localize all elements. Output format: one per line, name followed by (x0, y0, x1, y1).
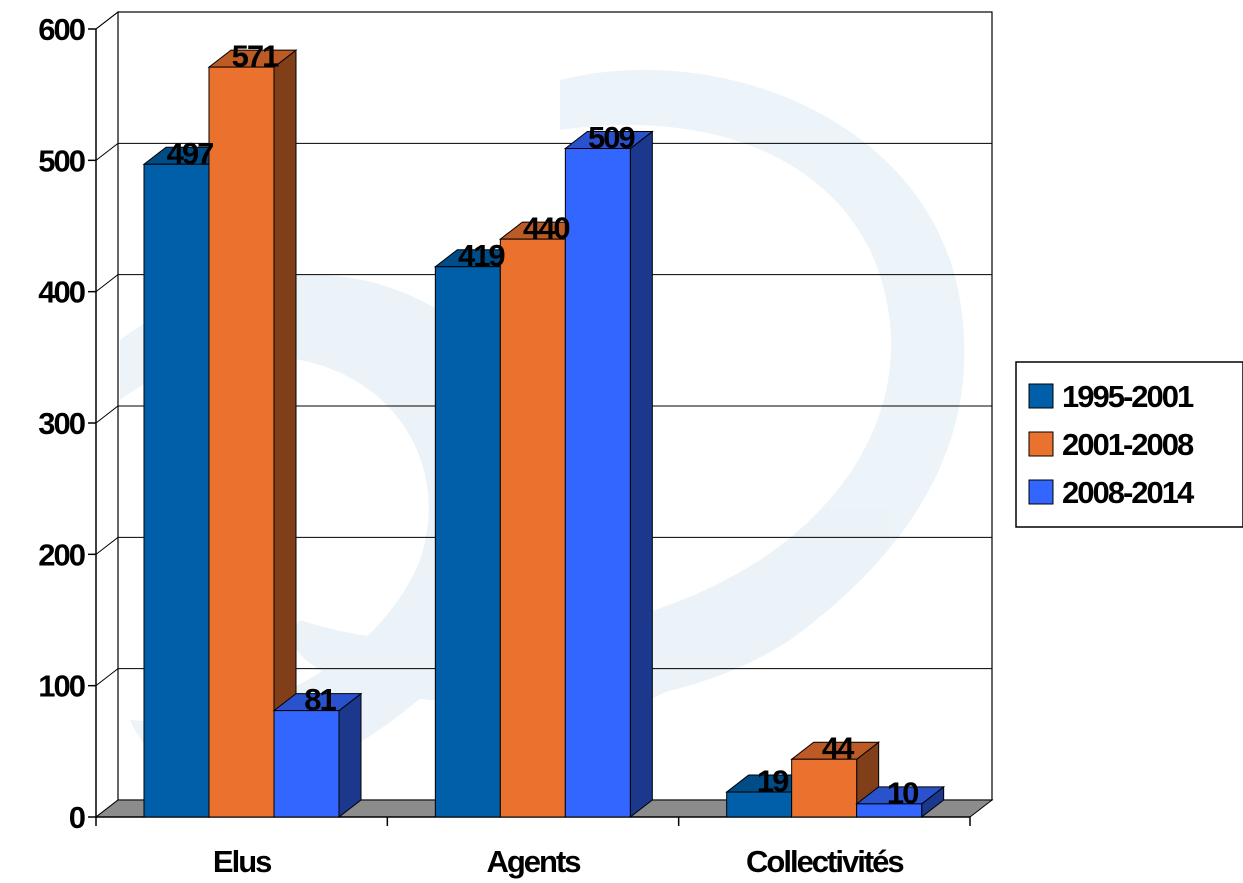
bar-value-label: 497 (167, 136, 213, 171)
bar-value-label: 10 (887, 775, 918, 810)
gridlines (95, 11, 992, 687)
bar-front (791, 758, 858, 818)
bar-front (434, 266, 501, 818)
bar-value-label: 81 (304, 682, 336, 717)
bar-value-label: 419 (458, 238, 505, 273)
legend: 1995-2001 2001-2008 2008-2014 (1015, 361, 1243, 528)
bar (563, 130, 654, 819)
bar-front (208, 66, 275, 818)
legend-box (1015, 361, 1243, 528)
bar-front (564, 148, 631, 818)
y-tick-label: 300 (38, 406, 84, 441)
gridline (95, 405, 992, 424)
value-labels: 497 571 81 419 440 509 19 44 10 (167, 39, 921, 811)
bars (142, 49, 946, 819)
bar-value-label: 509 (588, 120, 635, 155)
bar-value-label: 44 (822, 731, 855, 766)
watermark-swirl-outer (292, 69, 965, 708)
bar-value-label: 571 (232, 39, 279, 74)
bar-side (338, 692, 362, 819)
legend-label: 1995-2001 (1062, 379, 1194, 414)
gridline (95, 142, 992, 161)
y-tick-label: 0 (69, 800, 85, 835)
gridline (95, 11, 992, 30)
bar (272, 692, 363, 819)
x-category-label: Elus (213, 844, 271, 879)
bar-front (499, 238, 566, 818)
gridline (95, 536, 992, 555)
legend-swatch (1028, 479, 1054, 505)
legend-swatch (1028, 431, 1054, 457)
bar (855, 785, 946, 819)
y-tick-label: 400 (38, 275, 84, 310)
x-category-label: Agents (486, 844, 580, 879)
legend-label: 2001-2008 (1062, 427, 1194, 462)
y-tick-label: 100 (38, 669, 84, 704)
gridline (95, 274, 992, 293)
bar (790, 741, 881, 819)
bar-value-label: 440 (523, 211, 569, 246)
bar-front (143, 163, 210, 818)
y-tick-label: 200 (38, 537, 84, 572)
bar-side (629, 130, 653, 819)
legend-label: 2008-2014 (1062, 475, 1195, 510)
bar-value-label: 19 (757, 764, 789, 799)
x-category-label: Collectivités (746, 844, 903, 879)
bar-front (273, 710, 340, 818)
bar-front (856, 803, 923, 818)
bar (207, 49, 298, 819)
y-tick-label: 500 (38, 143, 84, 178)
y-tick-label: 600 (38, 12, 84, 47)
legend-swatch (1028, 383, 1054, 409)
gridline (95, 668, 992, 687)
